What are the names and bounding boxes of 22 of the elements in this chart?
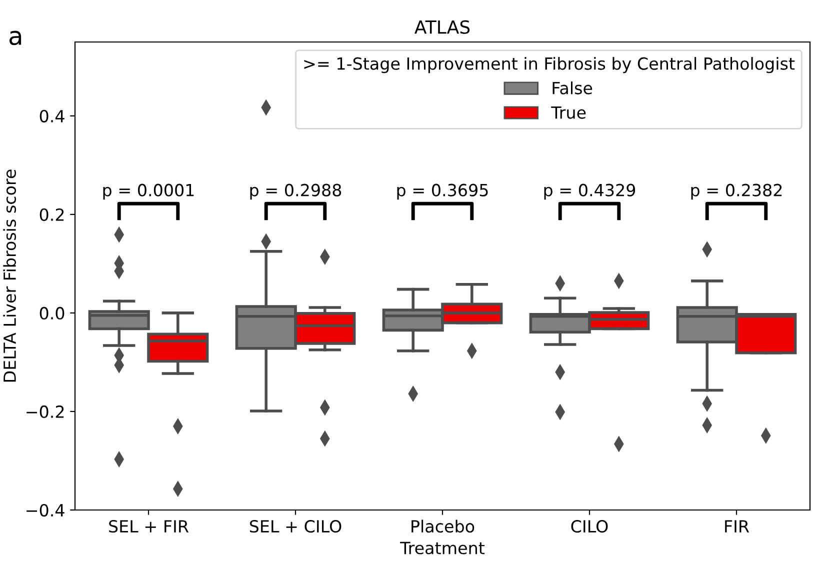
legend-label: False (552, 81, 592, 94)
chart-title: ATLAS (414, 20, 470, 34)
y-tick-label: 0.4 (40, 110, 64, 122)
annotation: p = 0.3695 (397, 184, 488, 200)
x-tick-label: SEL + CILO (250, 520, 342, 533)
legend-label: True (551, 106, 586, 119)
annotation: p = 0.0001 (103, 184, 194, 200)
y-tick-label: −0.2 (26, 405, 64, 418)
x-tick-label: FIR (725, 520, 750, 532)
annotation: p = 0.4329 (544, 184, 636, 200)
annotation: p = 0.2988 (250, 184, 342, 200)
x-tick-label: CILO (571, 520, 608, 533)
y-axis-title: DELTA Liver Fibrosis score (3, 170, 16, 382)
y-tick-label: 0.0 (40, 306, 64, 320)
text: a (10, 30, 22, 46)
annotation: p = 0.2382 (691, 184, 782, 200)
y-tick-label: −0.4 (26, 504, 64, 517)
y-tick-label: 0.2 (40, 208, 64, 221)
x-tick-label: Placebo (412, 520, 474, 533)
x-tick-label: SEL + FIR (109, 520, 189, 533)
legend-title: >= 1-Stage Improvement in Fibrosis by Central Pathologist (304, 57, 795, 74)
x-axis-title: Treatment (400, 542, 484, 554)
